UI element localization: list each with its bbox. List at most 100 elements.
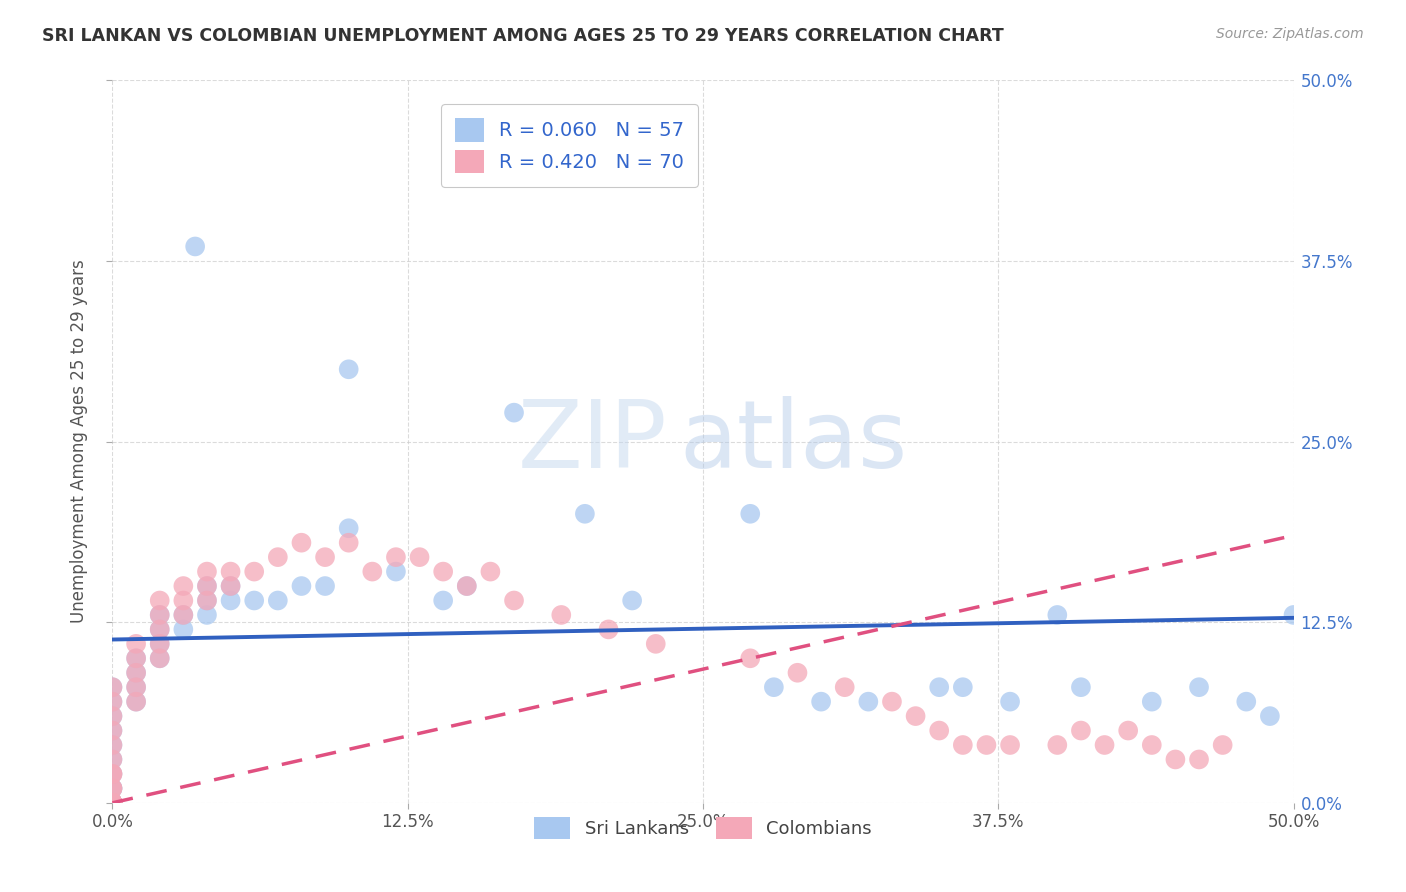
Point	[786, 665, 808, 680]
Point	[195, 579, 218, 593]
Point	[928, 723, 950, 738]
Point	[125, 665, 148, 680]
Legend: Sri Lankans, Colombians: Sri Lankans, Colombians	[524, 808, 882, 848]
Point	[503, 593, 526, 607]
Point	[574, 507, 596, 521]
Point	[810, 695, 832, 709]
Point	[101, 796, 124, 810]
Point	[172, 607, 194, 622]
Point	[644, 637, 666, 651]
Point	[456, 579, 478, 593]
Point	[101, 796, 124, 810]
Point	[1070, 723, 1092, 738]
Point	[880, 695, 903, 709]
Point	[101, 796, 124, 810]
Point	[219, 579, 242, 593]
Point	[550, 607, 572, 622]
Point	[101, 796, 124, 810]
Point	[1140, 695, 1163, 709]
Point	[290, 535, 312, 549]
Point	[219, 579, 242, 593]
Point	[101, 781, 124, 796]
Point	[195, 607, 218, 622]
Point	[101, 709, 124, 723]
Point	[432, 593, 454, 607]
Point	[1140, 738, 1163, 752]
Point	[101, 752, 124, 766]
Point	[101, 781, 124, 796]
Point	[1212, 738, 1234, 752]
Point	[101, 709, 124, 723]
Point	[101, 796, 124, 810]
Point	[928, 680, 950, 694]
Point	[1282, 607, 1305, 622]
Point	[101, 796, 124, 810]
Point	[125, 695, 148, 709]
Point	[125, 665, 148, 680]
Point	[101, 781, 124, 796]
Point	[998, 695, 1021, 709]
Point	[385, 565, 408, 579]
Y-axis label: Unemployment Among Ages 25 to 29 years: Unemployment Among Ages 25 to 29 years	[70, 260, 89, 624]
Point	[101, 781, 124, 796]
Point	[243, 565, 266, 579]
Point	[243, 593, 266, 607]
Point	[1164, 752, 1187, 766]
Text: SRI LANKAN VS COLOMBIAN UNEMPLOYMENT AMONG AGES 25 TO 29 YEARS CORRELATION CHART: SRI LANKAN VS COLOMBIAN UNEMPLOYMENT AMO…	[42, 27, 1004, 45]
Point	[904, 709, 927, 723]
Point	[125, 680, 148, 694]
Point	[101, 738, 124, 752]
Point	[149, 623, 172, 637]
Point	[101, 752, 124, 766]
Point	[1234, 695, 1257, 709]
Point	[101, 796, 124, 810]
Point	[101, 796, 124, 810]
Point	[125, 651, 148, 665]
Point	[149, 637, 172, 651]
Point	[195, 579, 218, 593]
Point	[195, 565, 218, 579]
Point	[1258, 709, 1281, 723]
Point	[101, 796, 124, 810]
Point	[101, 680, 124, 694]
Point	[195, 593, 218, 607]
Point	[385, 550, 408, 565]
Point	[598, 623, 620, 637]
Point	[149, 593, 172, 607]
Point	[101, 796, 124, 810]
Point	[149, 607, 172, 622]
Point	[101, 680, 124, 694]
Point	[149, 607, 172, 622]
Point	[337, 521, 360, 535]
Point	[432, 565, 454, 579]
Point	[101, 796, 124, 810]
Point	[337, 362, 360, 376]
Text: Source: ZipAtlas.com: Source: ZipAtlas.com	[1216, 27, 1364, 41]
Point	[952, 738, 974, 752]
Point	[101, 796, 124, 810]
Point	[172, 623, 194, 637]
Point	[1116, 723, 1139, 738]
Point	[1188, 752, 1211, 766]
Point	[101, 796, 124, 810]
Point	[1046, 607, 1069, 622]
Point	[172, 593, 194, 607]
Point	[314, 550, 336, 565]
Point	[125, 637, 148, 651]
Point	[267, 550, 290, 565]
Point	[1046, 738, 1069, 752]
Point	[503, 406, 526, 420]
Point	[219, 565, 242, 579]
Point	[101, 723, 124, 738]
Point	[621, 593, 644, 607]
Point	[858, 695, 880, 709]
Point	[101, 796, 124, 810]
Point	[101, 695, 124, 709]
Point	[834, 680, 856, 694]
Point	[125, 651, 148, 665]
Point	[1188, 680, 1211, 694]
Point	[740, 651, 762, 665]
Text: atlas: atlas	[679, 395, 908, 488]
Point	[762, 680, 785, 694]
Point	[195, 593, 218, 607]
